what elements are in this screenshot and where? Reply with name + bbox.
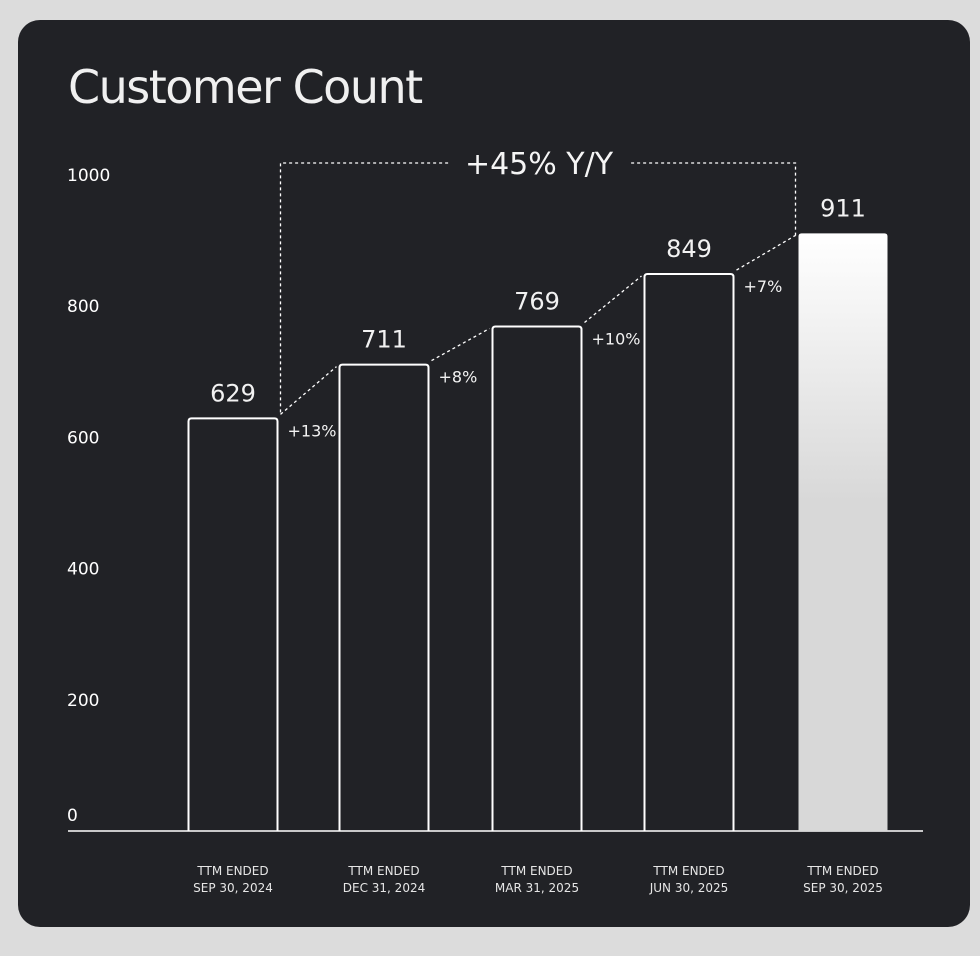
growth-percent-label: +8% [439,368,478,387]
x-tick-label: TTM ENDED [500,864,572,878]
bar-value-label: 911 [820,194,866,222]
growth-connectors: +13% +8% +10% +7% +45% Y/Y [279,145,797,440]
growth-connector-line [431,327,490,362]
chart-card: Customer Count 0 200 400 600 800 1000 +13% +8%… [18,20,970,927]
bar-value-label: 769 [514,288,560,316]
yoy-growth-label: +45% Y/Y [465,147,614,182]
y-axis: 0 200 400 600 800 1000 [67,166,923,832]
bar-value-label: 711 [361,326,407,354]
bar [491,325,583,831]
growth-connector-line [736,234,796,271]
y-tick-label: 200 [67,691,99,711]
y-tick-label: 1000 [67,166,110,186]
growth-connector-line [280,366,337,415]
growth-percent-label: +7% [744,277,783,296]
y-tick-label: 800 [67,297,99,317]
x-tick-label: TTM ENDED [347,864,419,878]
bars [187,233,888,831]
bar-value-label: 629 [210,379,256,407]
x-tick-label: MAR 31, 2025 [495,881,579,895]
y-tick-label: 400 [67,560,99,580]
bar [338,363,430,831]
x-tick-label: SEP 30, 2025 [803,881,883,895]
bar [798,233,888,831]
x-tick-label: TTM ENDED [196,864,268,878]
bar [187,417,279,831]
x-axis: TTM ENDED SEP 30, 2024 TTM ENDED DEC 31, 20… [193,864,883,895]
value-labels: 629 711 769 849 911 [210,194,866,407]
y-tick-label: 0 [67,806,78,826]
x-tick-label: JUN 30, 2025 [649,881,729,895]
bar-chart: 0 200 400 600 800 1000 +13% +8% +10% +7% +45% Y/Y… [67,145,923,895]
bar [643,273,735,831]
x-tick-label: TTM ENDED [806,864,878,878]
growth-connector-line [584,275,642,324]
growth-percent-label: +10% [592,330,641,349]
bar-value-label: 849 [666,235,712,263]
growth-percent-label: +13% [288,421,337,440]
x-tick-label: SEP 30, 2024 [193,881,273,895]
x-tick-label: TTM ENDED [652,864,724,878]
y-tick-label: 600 [67,428,99,448]
x-tick-label: DEC 31, 2024 [343,881,425,895]
chart-title: Customer Count [68,60,423,114]
yoy-label-mask [449,145,629,181]
